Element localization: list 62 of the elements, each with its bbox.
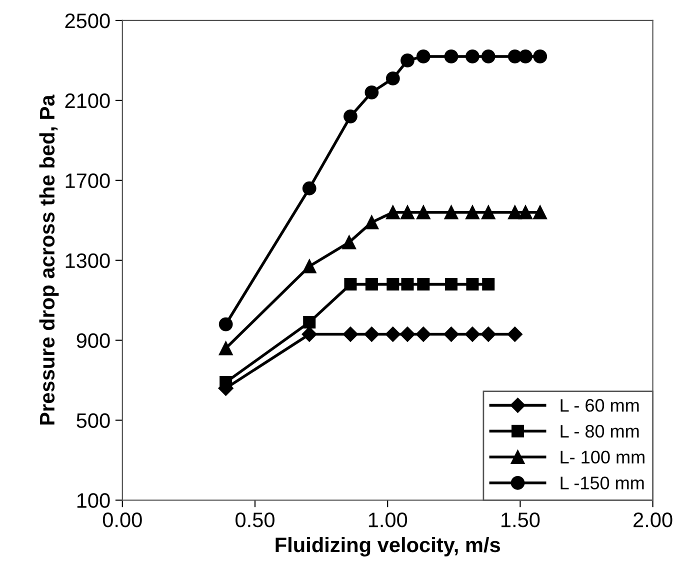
x-tick-label: 1.00: [368, 512, 408, 528]
point: [508, 205, 522, 220]
point: [344, 278, 357, 291]
y-tick-label: 1700: [66, 173, 110, 188]
point: [401, 278, 414, 291]
point: [400, 54, 414, 68]
point: [445, 278, 458, 291]
point: [507, 326, 522, 342]
y-tick-label: 2100: [65, 93, 110, 108]
point: [218, 317, 233, 332]
y-axis-title: Pressure drop across the bed, Pa: [39, 94, 59, 424]
point: [466, 205, 480, 220]
point: [416, 205, 430, 220]
point: [482, 278, 495, 291]
point: [444, 205, 458, 220]
point: [386, 205, 400, 220]
legend-label: L - 60 mm: [560, 399, 639, 412]
point: [365, 278, 378, 291]
x-tick-label: 1.50: [502, 512, 540, 528]
point: [342, 326, 358, 342]
point: [364, 326, 380, 342]
x-tick-label: 2.00: [634, 512, 672, 528]
point: [400, 205, 414, 220]
point: [342, 235, 356, 250]
legend-label: L- 100 mm: [560, 450, 644, 464]
x-tick-label: 0.50: [236, 512, 274, 528]
point: [416, 326, 431, 342]
x-tick-label: 0.00: [102, 512, 142, 528]
point: [533, 205, 548, 220]
point: [385, 326, 400, 342]
x-axis-title: Fluidizing velocity, m/s: [276, 536, 500, 556]
point: [364, 85, 379, 100]
point: [481, 50, 496, 64]
point: [444, 326, 459, 342]
point: [364, 215, 379, 230]
point: [416, 50, 430, 64]
y-tick-label: 900: [76, 333, 110, 348]
point: [303, 316, 316, 329]
y-tick-label: 500: [76, 413, 110, 428]
point: [444, 50, 458, 64]
point: [344, 109, 358, 124]
point: [302, 181, 316, 196]
point: [466, 50, 480, 64]
legend-label: L - 80 mm: [560, 424, 639, 438]
point: [386, 71, 400, 86]
point: [466, 278, 479, 291]
legend-label: L -150 mm: [560, 476, 644, 490]
point: [400, 326, 416, 342]
point: [464, 326, 480, 342]
point: [302, 259, 316, 274]
point: [518, 50, 532, 64]
point: [533, 50, 548, 64]
y-tick-label: 100: [77, 493, 110, 508]
point: [481, 205, 496, 220]
point: [480, 326, 496, 342]
y-tick-label: 1300: [66, 253, 110, 268]
point: [386, 278, 400, 291]
y-tick-label: 2500: [65, 13, 110, 28]
point: [417, 278, 430, 291]
point: [518, 205, 532, 220]
point: [218, 341, 233, 356]
point: [302, 326, 317, 342]
